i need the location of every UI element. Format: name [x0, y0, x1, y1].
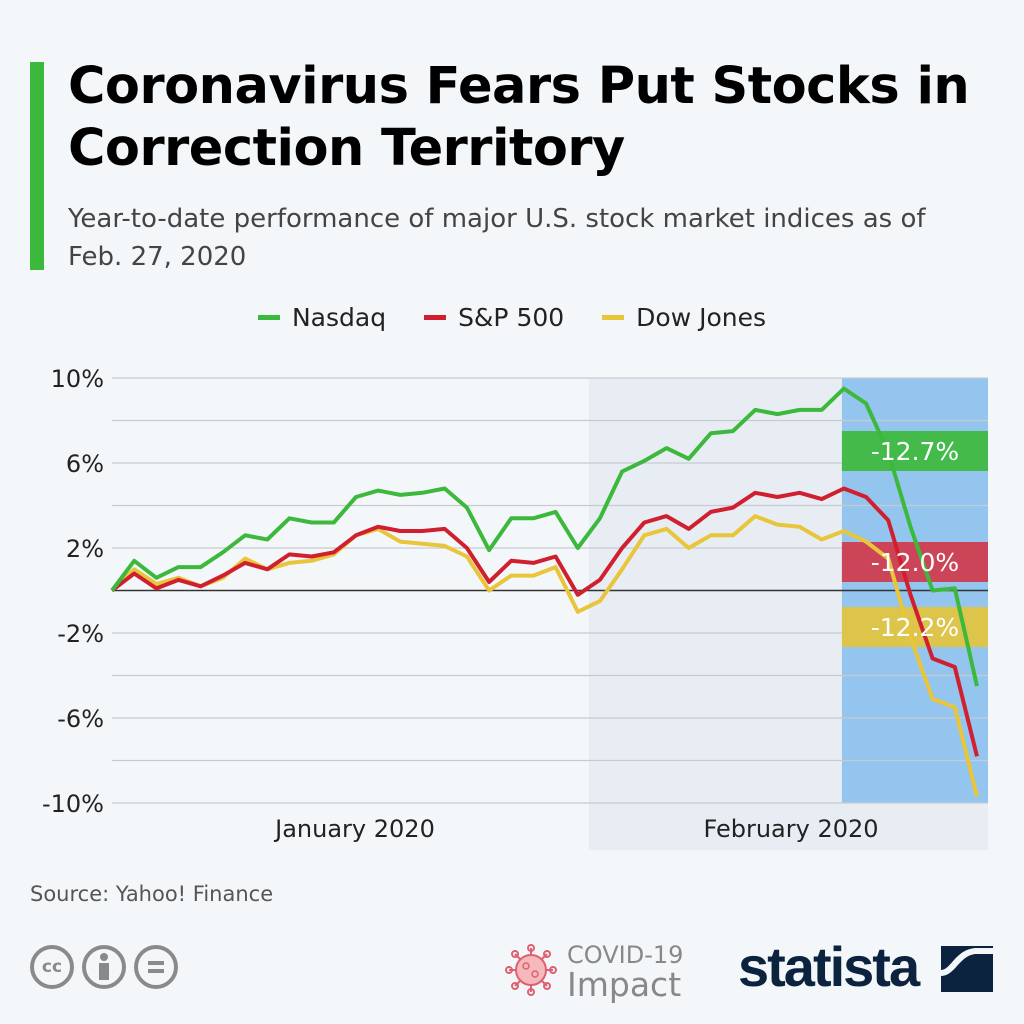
by-icon [82, 945, 126, 989]
legend-swatch [424, 315, 447, 320]
covid-impact-badge: COVID-19 Impact [505, 940, 684, 1004]
accent-bar [30, 62, 44, 270]
series-line-nasdaq [110, 386, 979, 687]
legend-item-dow: Dow Jones [602, 303, 766, 332]
change-badge-label: -12.2% [871, 613, 959, 642]
legend-swatch [602, 315, 625, 320]
legend-item-nasdaq: Nasdaq [257, 303, 387, 332]
change-badge [841, 542, 988, 582]
covid-line2: Impact [567, 965, 682, 1004]
legend-swatch [257, 315, 280, 320]
y-tick-label: -6% [57, 705, 104, 733]
y-tick-label: 6% [66, 450, 104, 478]
month-label: February 2020 [703, 815, 878, 843]
covid-line1: COVID-19 [567, 941, 684, 969]
nd-icon [134, 945, 178, 989]
license-icons: cc [30, 945, 178, 989]
virus-icon [505, 944, 557, 996]
series-line-dow-jones [110, 514, 979, 798]
change-badge [841, 431, 988, 471]
legend-item-sp500: S&P 500 [424, 303, 564, 332]
statista-logo-text: statista [738, 935, 920, 998]
y-tick-label: 2% [66, 535, 104, 563]
y-tick-label: -2% [57, 620, 104, 648]
y-tick-label: -10% [42, 790, 104, 818]
change-badge-label: -12.0% [871, 548, 959, 577]
month-label: January 2020 [273, 815, 435, 843]
cc-icon: cc [30, 945, 74, 989]
series-line-s-p-500 [110, 486, 979, 757]
legend: Nasdaq S&P 500 Dow Jones [0, 303, 1024, 332]
legend-label: Dow Jones [636, 303, 767, 332]
chart-subtitle: Year-to-date performance of major U.S. s… [68, 204, 926, 272]
legend-label: S&P 500 [458, 303, 565, 332]
change-badge-label: -12.7% [871, 437, 959, 466]
chart-title: Coronavirus Fears Put Stocks in Correcti… [68, 57, 970, 178]
legend-label: Nasdaq [291, 303, 387, 332]
y-tick-label: 10% [51, 365, 104, 393]
statista-logo-icon [941, 946, 993, 992]
source-note: Source: Yahoo! Finance [30, 882, 274, 906]
